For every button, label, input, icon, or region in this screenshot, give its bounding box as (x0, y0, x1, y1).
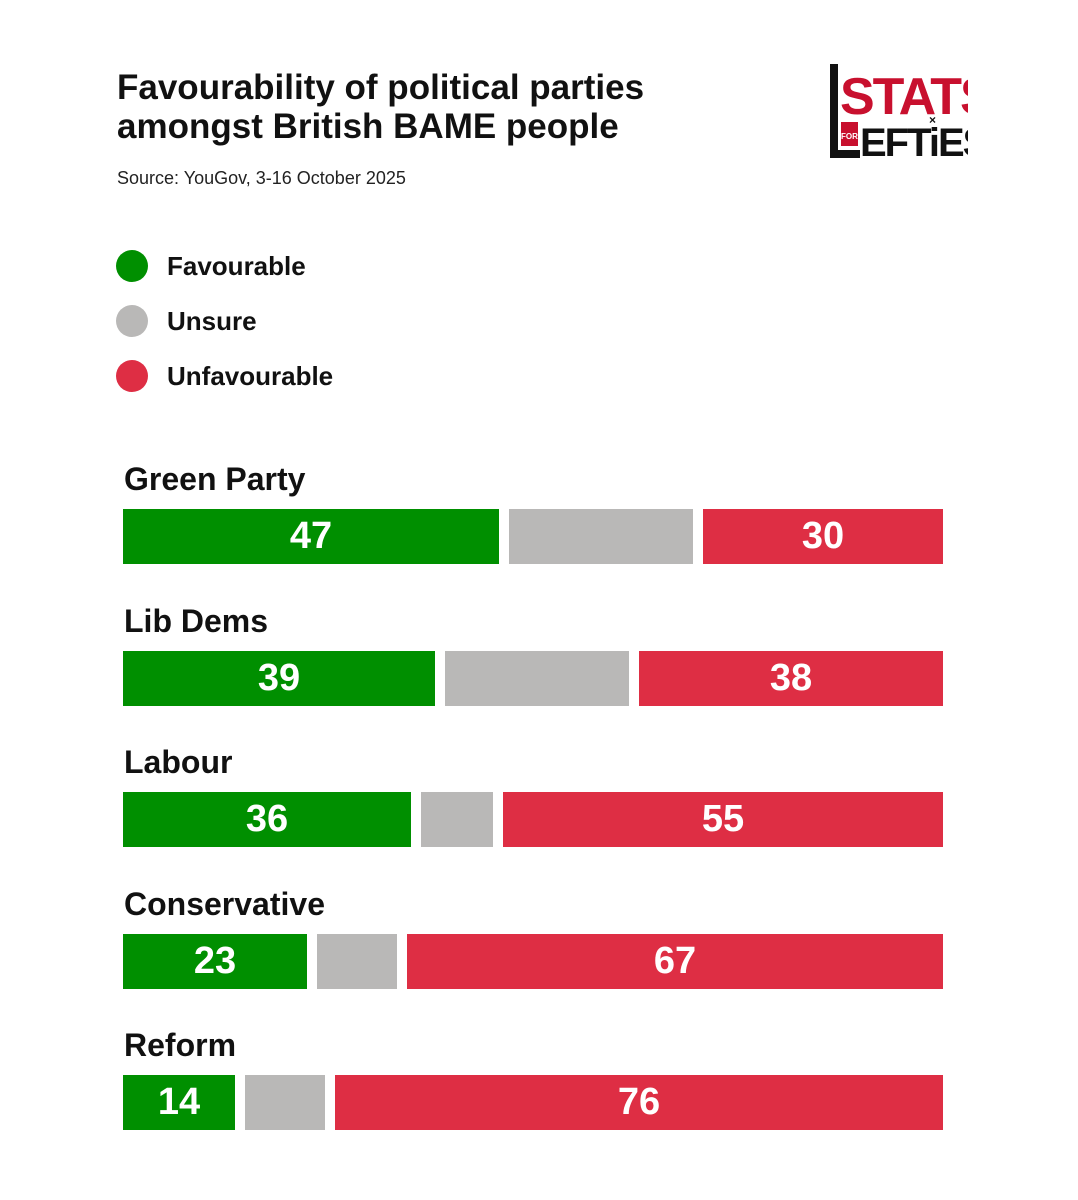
legend-label-favourable: Favourable (167, 250, 306, 281)
bar-lib-dems-unsure (445, 651, 629, 706)
category-label-conservative: Conservative (124, 886, 325, 922)
legend-dot-unsure (116, 305, 148, 337)
bar-labour-unsure (421, 792, 493, 847)
legend: Favourable Unsure Unfavourable (116, 248, 333, 413)
legend-item-unsure: Unsure (116, 303, 333, 339)
value-label-green-party-favourable: 47 (289, 515, 333, 557)
bar-green-party-unsure (509, 509, 693, 564)
bar-reform-unsure (245, 1075, 325, 1130)
category-label-labour: Labour (124, 744, 233, 780)
bar-conservative-unsure (317, 934, 397, 989)
value-label-reform-favourable: 14 (157, 1081, 201, 1123)
bar-lib-dems-unfavourable: 38 (639, 651, 943, 706)
bar-conservative-unfavourable: 67 (407, 934, 943, 989)
legend-label-unsure: Unsure (167, 305, 257, 336)
bar-conservative-favourable: 23 (123, 934, 307, 989)
legend-item-unfavourable: Unfavourable (116, 358, 333, 394)
value-label-reform-unfavourable: 76 (617, 1081, 661, 1123)
chart-source: Source: YouGov, 3-16 October 2025 (117, 168, 406, 188)
value-label-lib-dems-unfavourable: 38 (769, 657, 813, 699)
legend-label-unfavourable: Unfavourable (167, 360, 334, 391)
bar-reform-favourable: 14 (123, 1075, 235, 1130)
value-label-conservative-favourable: 23 (193, 940, 237, 982)
value-label-green-party-unfavourable: 30 (801, 515, 845, 557)
logo-bottom-text: EFTiES (860, 121, 968, 160)
logo-top-text: STATS (840, 68, 968, 126)
logo-middle-text: FOR (841, 132, 858, 141)
bar-lib-dems-favourable: 39 (123, 651, 435, 706)
value-label-lib-dems-favourable: 39 (257, 657, 301, 699)
legend-dot-unfavourable (116, 360, 148, 392)
category-label-reform: Reform (124, 1027, 237, 1063)
chart-title-line-1: Favourability of political parties (117, 68, 645, 107)
logo-for-box (841, 122, 858, 146)
value-label-conservative-unfavourable: 67 (653, 940, 697, 982)
bar-green-party-favourable: 47 (123, 509, 499, 564)
bar-green-party-unfavourable: 30 (703, 509, 943, 564)
bar-reform-unfavourable: 76 (335, 1075, 943, 1130)
stats-for-lefties-logo: STATS FOR EFTiES × (830, 64, 968, 160)
logo-l-base (830, 150, 860, 158)
category-label-green-party: Green Party (124, 461, 306, 497)
logo-x-mark: × (929, 113, 936, 127)
legend-dot-favourable (116, 250, 148, 282)
logo-l-stem (830, 64, 838, 158)
bar-labour-unfavourable: 55 (503, 792, 943, 847)
chart-title: Favourability of political parties among… (117, 68, 757, 146)
legend-item-favourable: Favourable (116, 248, 333, 284)
chart-title-line-2: amongst British BAME people (117, 107, 619, 146)
value-label-labour-favourable: 36 (245, 798, 289, 840)
value-label-labour-unfavourable: 55 (701, 798, 745, 840)
category-label-lib-dems: Lib Dems (124, 603, 269, 639)
bar-labour-favourable: 36 (123, 792, 411, 847)
